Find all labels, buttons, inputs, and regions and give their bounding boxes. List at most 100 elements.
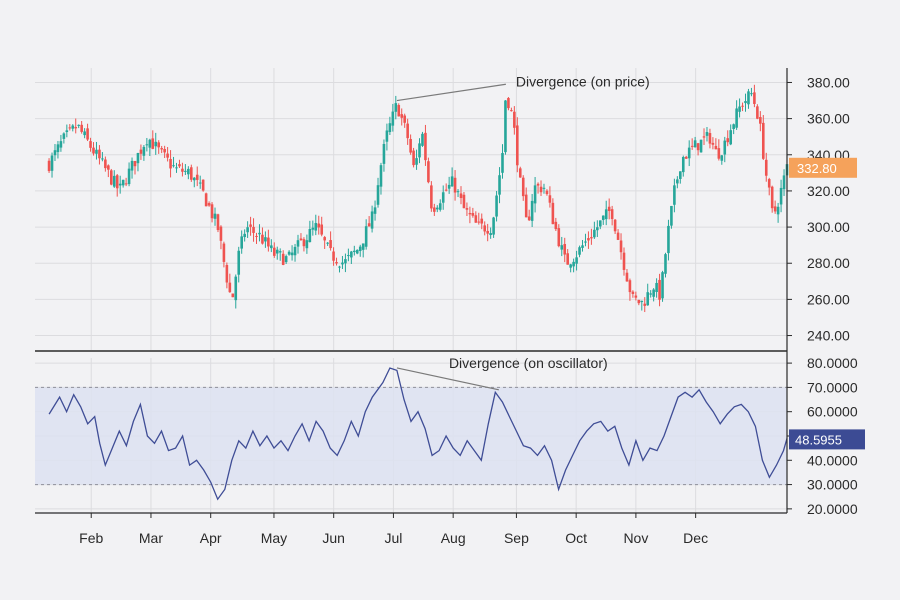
- last-oscillator-value: 48.5955: [795, 432, 842, 447]
- price-tick-label: 240.00: [807, 328, 850, 344]
- price-divergence-label: Divergence (on price): [516, 73, 650, 89]
- candle-body: [121, 179, 125, 186]
- candle-body: [690, 145, 694, 147]
- candle-body: [355, 249, 359, 254]
- candle-body: [637, 299, 641, 304]
- month-axis-ticks: Feb Mar Apr May Jun Jul Aug Sep Oct Nov Dec: [79, 513, 708, 546]
- candle-body: [314, 223, 318, 231]
- candle-body: [83, 131, 86, 136]
- candle-body: [184, 170, 187, 172]
- candle-body: [720, 155, 724, 161]
- candle-body: [394, 103, 398, 112]
- candle-body: [661, 272, 664, 299]
- candle-body: [385, 130, 389, 142]
- candle-body: [480, 218, 484, 224]
- candle-body: [169, 159, 172, 169]
- price-axis-ticks: 380.00360.00340.00320.00300.00280.00260.…: [787, 74, 850, 344]
- candle-body: [201, 179, 205, 191]
- oscillator-divergence-label: Divergence (on oscillator): [449, 355, 608, 371]
- candle-body: [655, 282, 658, 293]
- candle-body: [278, 251, 282, 253]
- candle-body: [421, 133, 424, 146]
- candle-body: [142, 146, 146, 156]
- candle-body: [317, 223, 321, 228]
- candle-body: [753, 92, 756, 104]
- candle-body: [225, 264, 229, 283]
- oscillator-tick-label: 60.0000: [807, 404, 858, 420]
- candle-body: [95, 149, 98, 154]
- oscillator-tick-label: 40.0000: [807, 452, 858, 468]
- candle-body: [581, 245, 584, 248]
- candle-body: [335, 262, 338, 264]
- candle-body: [172, 165, 175, 167]
- candle-body: [77, 124, 80, 126]
- candle-body: [507, 98, 510, 109]
- month-tick-label: Aug: [441, 530, 466, 546]
- candle-body: [560, 245, 564, 250]
- price-panel-background: [35, 68, 787, 350]
- candle-body: [501, 153, 504, 173]
- candle-body: [255, 235, 258, 237]
- candle-body: [302, 239, 306, 247]
- candle-body: [527, 216, 531, 221]
- candle-body: [270, 245, 273, 249]
- candle-body: [231, 293, 235, 298]
- candle-body: [415, 158, 418, 165]
- candle-body: [400, 114, 404, 118]
- candle-body: [542, 187, 546, 189]
- candle-body: [178, 164, 181, 167]
- candle-body: [444, 189, 448, 191]
- candle-body: [477, 221, 481, 223]
- candle-body: [687, 147, 691, 159]
- candle-body: [427, 161, 430, 183]
- candle-body: [590, 237, 593, 239]
- candle-body: [358, 246, 362, 252]
- candle-body: [329, 240, 332, 249]
- candle-body: [127, 168, 131, 185]
- candle-body: [364, 226, 368, 247]
- candle-body: [518, 168, 522, 178]
- candle-body: [430, 185, 433, 209]
- month-tick-label: Sep: [504, 530, 529, 546]
- candle-body: [536, 183, 540, 186]
- candle-body: [305, 240, 309, 249]
- candle-body: [275, 249, 279, 254]
- candle-body: [219, 226, 223, 241]
- candle-body: [154, 141, 158, 147]
- candle-body: [133, 160, 137, 167]
- candle-body: [267, 237, 270, 247]
- candle-body: [569, 264, 572, 268]
- candle-body: [204, 193, 208, 207]
- candle-body: [643, 303, 647, 306]
- candle-body: [80, 124, 83, 132]
- candle-body: [441, 192, 445, 203]
- candle-body: [563, 243, 567, 255]
- candle-body: [759, 117, 762, 124]
- candle-body: [62, 133, 66, 139]
- candle-body: [136, 153, 140, 164]
- candle-body: [47, 160, 51, 172]
- candle-body: [575, 257, 578, 264]
- candle-body: [705, 132, 709, 136]
- candle-body: [418, 143, 421, 158]
- candle-body: [258, 232, 261, 235]
- last-price-badge: [789, 157, 857, 178]
- candle-body: [347, 255, 350, 257]
- candle-body: [587, 238, 590, 241]
- candle-body: [50, 155, 54, 171]
- candle-body: [344, 259, 347, 264]
- candle-body: [596, 227, 599, 231]
- candle-body: [625, 272, 629, 282]
- candle-body: [118, 183, 122, 186]
- candle-body: [293, 246, 297, 256]
- candle-body: [732, 124, 735, 130]
- candle-body: [693, 140, 697, 148]
- candle-body: [465, 208, 469, 210]
- candle-body: [376, 185, 380, 205]
- candle-body: [750, 93, 753, 95]
- candle-body: [86, 128, 89, 140]
- candle-body: [462, 194, 466, 209]
- candle-body: [361, 243, 365, 250]
